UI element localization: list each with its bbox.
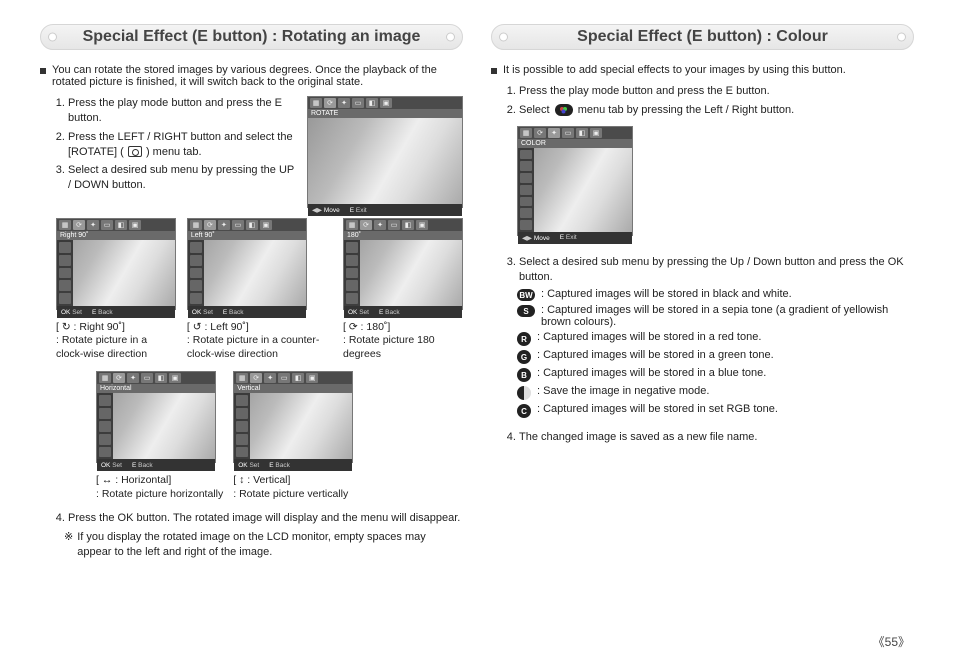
right-heading: Special Effect (E button) : Colour bbox=[577, 28, 828, 46]
tab-icon: ▭ bbox=[352, 98, 364, 108]
badge-blue: B bbox=[517, 368, 531, 382]
badge-green: G bbox=[517, 350, 531, 364]
rotate-top-block: Press the play mode button and press the… bbox=[40, 96, 463, 208]
rotate-menu-icon bbox=[128, 146, 142, 157]
colour-screen-wrap: ▦⟳✦▭◧▣ COLOR ◀▶ MoveE Exit bbox=[517, 126, 914, 243]
thumb-screen: ▦⟳✦▭◧▣ 180˚ OK SetE Back bbox=[343, 218, 463, 310]
badge-bw: BW bbox=[517, 289, 535, 301]
thumb-screen: ▦⟳✦▭◧▣ Left 90˚ OK SetE Back bbox=[187, 218, 307, 310]
badge-negative bbox=[517, 386, 531, 400]
badge-sepia: S bbox=[517, 305, 535, 317]
left-step-3: Select a desired sub menu by pressing th… bbox=[68, 163, 297, 193]
thumb-vertical: ▦⟳✦▭◧▣ Vertical OK SetE Back [ ↕ : Verti… bbox=[233, 371, 353, 501]
right-intro-text: It is possible to add special effects to… bbox=[503, 64, 846, 76]
badge-custom: C bbox=[517, 404, 531, 418]
right-step-2: Select menu tab by pressing the Left / R… bbox=[519, 103, 914, 118]
right-step-4: The changed image is saved as a new file… bbox=[519, 430, 914, 445]
left-step-4: Press the OK button. The rotated image w… bbox=[68, 511, 463, 526]
right-heading-bar: Special Effect (E button) : Colour bbox=[491, 24, 914, 50]
thumb-screen: ▦⟳✦▭◧▣ Right 90˚ OK SetE Back bbox=[56, 218, 176, 310]
colour-opt-sepia: S : Captured images will be stored in a … bbox=[517, 304, 914, 328]
colour-opt-negative: : Save the image in negative mode. bbox=[517, 385, 914, 400]
thumb-left90: ▦⟳✦▭◧▣ Left 90˚ OK SetE Back [ ↺ : Left … bbox=[187, 218, 333, 361]
note-text: If you display the rotated image on the … bbox=[77, 530, 463, 560]
bullet-square bbox=[491, 68, 497, 74]
badge-red: R bbox=[517, 332, 531, 346]
rotate-thumbs-row-2: ▦⟳✦▭◧▣ Horizontal OK SetE Back [ ↔ : Hor… bbox=[96, 371, 463, 501]
left-intro-text: You can rotate the stored images by vari… bbox=[52, 64, 463, 88]
tab-icon: ▣ bbox=[380, 98, 392, 108]
page-number: 《55》 bbox=[873, 633, 910, 650]
thumb-screen: ▦⟳✦▭◧▣ Horizontal OK SetE Back bbox=[96, 371, 216, 463]
rotate-screen-large: ▦ ⟳ ✦ ▭ ◧ ▣ ROTATE ◀▶ Move E Exit bbox=[307, 96, 463, 208]
thumb-180: ▦⟳✦▭◧▣ 180˚ OK SetE Back [ ⟳ : 180˚] : R… bbox=[343, 218, 463, 361]
right-column: Special Effect (E button) : Colour It is… bbox=[491, 24, 914, 560]
tab-icon: ◧ bbox=[366, 98, 378, 108]
rotate-thumbs-row-1: ▦⟳✦▭◧▣ Right 90˚ OK SetE Back [ ↻ : Righ… bbox=[56, 218, 463, 361]
colour-options: BW : Captured images will be stored in b… bbox=[491, 288, 914, 418]
screen-footer: ◀▶ Move E Exit bbox=[308, 204, 462, 216]
tab-icon: ▦ bbox=[310, 98, 322, 108]
thumb-right90: ▦⟳✦▭◧▣ Right 90˚ OK SetE Back [ ↻ : Righ… bbox=[56, 218, 177, 361]
bullet-square bbox=[40, 68, 46, 74]
right-step-1: Press the play mode button and press the… bbox=[519, 84, 914, 99]
right-step-3: Select a desired sub menu by pressing th… bbox=[519, 255, 914, 285]
colour-opt-blue: B : Captured images will be stored in a … bbox=[517, 367, 914, 382]
screen-body bbox=[308, 118, 462, 204]
left-heading: Special Effect (E button) : Rotating an … bbox=[83, 28, 421, 46]
screen-tabstrip: ▦ ⟳ ✦ ▭ ◧ ▣ bbox=[308, 97, 462, 109]
thumb-screen: ▦⟳✦▭◧▣ Vertical OK SetE Back bbox=[233, 371, 353, 463]
rotate-steps-1to3: Press the play mode button and press the… bbox=[40, 96, 297, 208]
colour-opt-custom: C : Captured images will be stored in se… bbox=[517, 403, 914, 418]
page-columns: Special Effect (E button) : Rotating an … bbox=[40, 24, 914, 560]
colour-opt-red: R : Captured images will be stored in a … bbox=[517, 331, 914, 346]
thumb-horizontal: ▦⟳✦▭◧▣ Horizontal OK SetE Back [ ↔ : Hor… bbox=[96, 371, 223, 501]
left-step-2: Press the LEFT / RIGHT button and select… bbox=[68, 130, 297, 160]
left-step-1: Press the play mode button and press the… bbox=[68, 96, 297, 126]
screen-menu-label: ROTATE bbox=[308, 109, 462, 118]
left-column: Special Effect (E button) : Rotating an … bbox=[40, 24, 463, 560]
left-heading-bar: Special Effect (E button) : Rotating an … bbox=[40, 24, 463, 50]
colour-menu-icon bbox=[555, 104, 573, 116]
colour-opt-bw: BW : Captured images will be stored in b… bbox=[517, 288, 914, 301]
left-note: ※ If you display the rotated image on th… bbox=[64, 530, 463, 560]
colour-screen: ▦⟳✦▭◧▣ COLOR ◀▶ MoveE Exit bbox=[517, 126, 633, 236]
tab-icon: ⟳ bbox=[324, 98, 336, 108]
colour-opt-green: G : Captured images will be stored in a … bbox=[517, 349, 914, 364]
note-symbol: ※ bbox=[64, 530, 73, 560]
right-intro: It is possible to add special effects to… bbox=[491, 64, 914, 76]
left-intro: You can rotate the stored images by vari… bbox=[40, 64, 463, 88]
tab-icon: ✦ bbox=[338, 98, 350, 108]
